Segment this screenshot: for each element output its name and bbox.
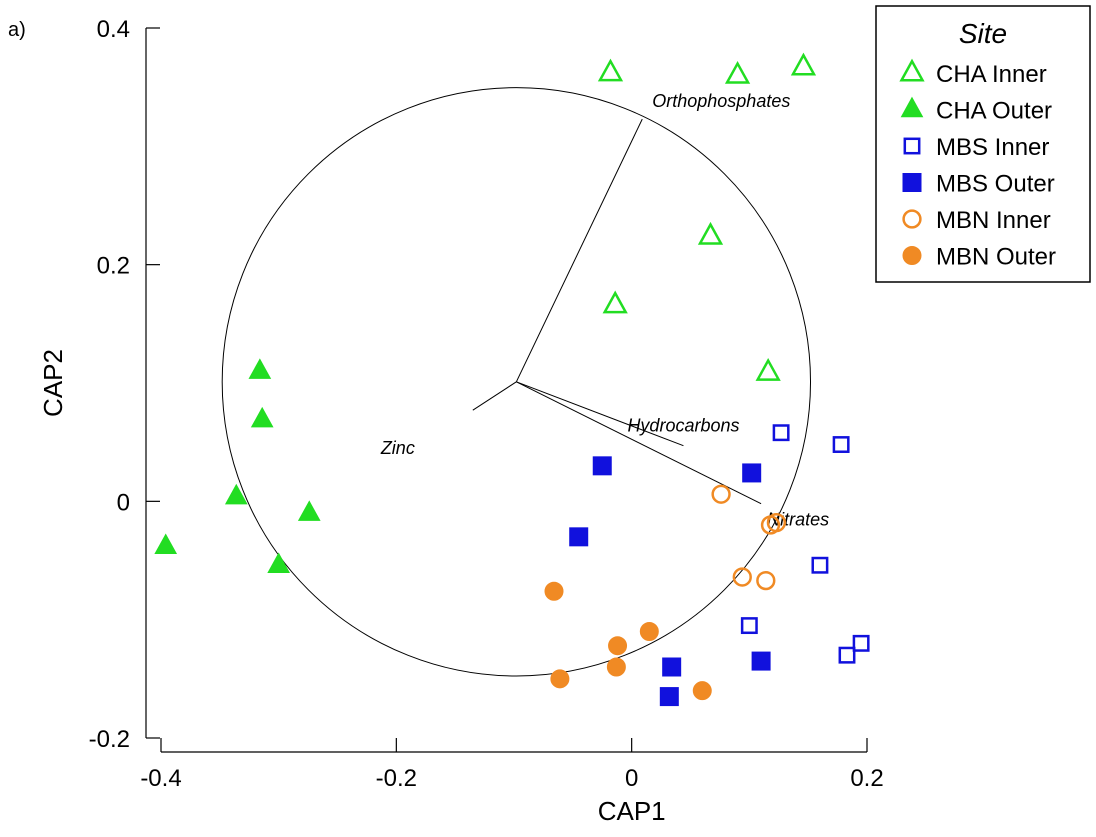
point-mbs-outer <box>659 687 679 707</box>
correlation-vectors: Orthophosphates Zinc Hydrocarbons Nitrates <box>221 87 829 677</box>
legend: Site CHA Inner CHA Outer MBS Inner MBS Oute… <box>875 5 1091 283</box>
x-tick-label: -0.2 <box>376 765 417 792</box>
point-cha-outer <box>248 358 272 379</box>
data-points <box>154 52 870 707</box>
legend-marker-mbs-outer <box>902 173 922 192</box>
point-mbn-inner <box>756 570 776 591</box>
point-cha-outer <box>267 552 291 573</box>
y-tick-label: -0.2 <box>89 726 130 753</box>
point-cha-inner <box>597 58 624 82</box>
x-tick-label: -0.4 <box>140 765 181 792</box>
y-tick-label: 0.4 <box>97 16 130 43</box>
legend-label-cha-outer: CHA Outer <box>936 98 1052 125</box>
point-mbs-outer <box>662 657 682 677</box>
point-cha-outer <box>224 483 248 505</box>
legend-box <box>875 5 1091 283</box>
legend-item-mbn-inner: MBN Inner <box>902 207 1051 234</box>
point-cha-inner <box>724 60 751 84</box>
vector-orthophosphates <box>515 118 643 383</box>
legend-label-mbs-inner: MBS Inner <box>936 134 1049 161</box>
legend-label-mbn-outer: MBN Outer <box>936 244 1056 271</box>
series-cha-outer <box>154 358 321 573</box>
legend-marker-cha-inner <box>899 58 925 82</box>
point-mbs-inner <box>811 556 829 574</box>
point-mbs-inner <box>772 424 790 442</box>
correlation-circle <box>221 87 812 677</box>
point-mbn-outer <box>606 657 626 677</box>
series-mbn-inner <box>711 484 787 591</box>
legend-item-mbn-outer: MBN Outer <box>902 244 1056 271</box>
y-tick-label: 0 <box>117 489 130 516</box>
point-mbs-inner <box>852 634 870 652</box>
series-cha-inner <box>597 52 817 381</box>
point-mbs-outer <box>592 456 612 476</box>
point-mbs-outer <box>751 651 771 671</box>
x-tick-label: 0.2 <box>850 765 883 792</box>
point-mbn-outer <box>692 681 712 701</box>
legend-marker-mbs-inner <box>903 137 921 155</box>
x-axis-title: CAP1 <box>598 796 666 826</box>
legend-title: Site <box>959 18 1007 49</box>
point-cha-outer <box>154 533 178 555</box>
vector-zinc <box>472 381 517 411</box>
y-axis-title: CAP2 <box>38 349 68 417</box>
point-mbn-outer <box>544 581 564 601</box>
legend-items: CHA Inner CHA Outer MBS Inner MBS Outer MBN … <box>899 58 1056 271</box>
vector-hydrocarbons <box>516 381 684 447</box>
series-mbs-outer <box>569 456 771 707</box>
point-mbs-inner <box>832 436 850 453</box>
legend-marker-cha-outer <box>900 96 924 118</box>
x-ticks: -0.4 -0.2 0 0.2 <box>140 738 884 792</box>
point-cha-outer <box>250 406 274 428</box>
point-cha-outer <box>297 500 321 521</box>
point-mbn-inner <box>732 567 752 587</box>
legend-marker-mbn-inner <box>902 209 922 229</box>
y-ticks: -0.2 0 0.2 0.4 <box>89 16 160 753</box>
vector-label-zinc: Zinc <box>380 438 415 458</box>
legend-item-cha-outer: CHA Outer <box>900 96 1052 125</box>
point-mbn-inner <box>766 512 787 533</box>
point-mbn-inner <box>711 484 731 504</box>
point-mbn-outer <box>550 669 570 689</box>
legend-item-mbs-outer: MBS Outer <box>902 171 1055 198</box>
legend-item-mbs-inner: MBS Inner <box>903 134 1049 161</box>
point-mbn-outer <box>608 636 628 656</box>
legend-label-mbn-inner: MBN Inner <box>936 207 1051 234</box>
panel-label: a) <box>8 19 26 41</box>
series-mbn-outer <box>544 581 712 701</box>
x-tick-label: 0 <box>625 765 638 792</box>
legend-label-mbs-outer: MBS Outer <box>936 171 1055 198</box>
y-tick-label: 0.2 <box>97 253 130 280</box>
point-mbs-inner <box>740 617 758 635</box>
series-mbs-inner <box>740 424 870 664</box>
vector-label-nitrates: Nitrates <box>767 510 829 530</box>
vector-label-hydrocarbons: Hydrocarbons <box>627 416 739 436</box>
vector-label-orthophosphates: Orthophosphates <box>652 91 790 111</box>
point-mbs-inner <box>838 646 856 664</box>
point-cha-inner <box>790 52 817 76</box>
vector-nitrates <box>516 381 762 505</box>
axes: -0.4 -0.2 0 0.2 -0.2 0 0.2 0.4 CAP1 CAP2 <box>38 16 884 826</box>
point-cha-inner <box>697 221 724 245</box>
point-mbs-outer <box>742 463 762 483</box>
legend-marker-mbn-outer <box>902 246 922 265</box>
point-mbs-outer <box>569 527 589 547</box>
legend-item-cha-inner: CHA Inner <box>899 58 1047 88</box>
point-cha-inner <box>755 357 781 381</box>
point-cha-inner <box>602 290 628 314</box>
point-mbn-outer <box>639 622 659 641</box>
legend-label-cha-inner: CHA Inner <box>936 61 1047 88</box>
